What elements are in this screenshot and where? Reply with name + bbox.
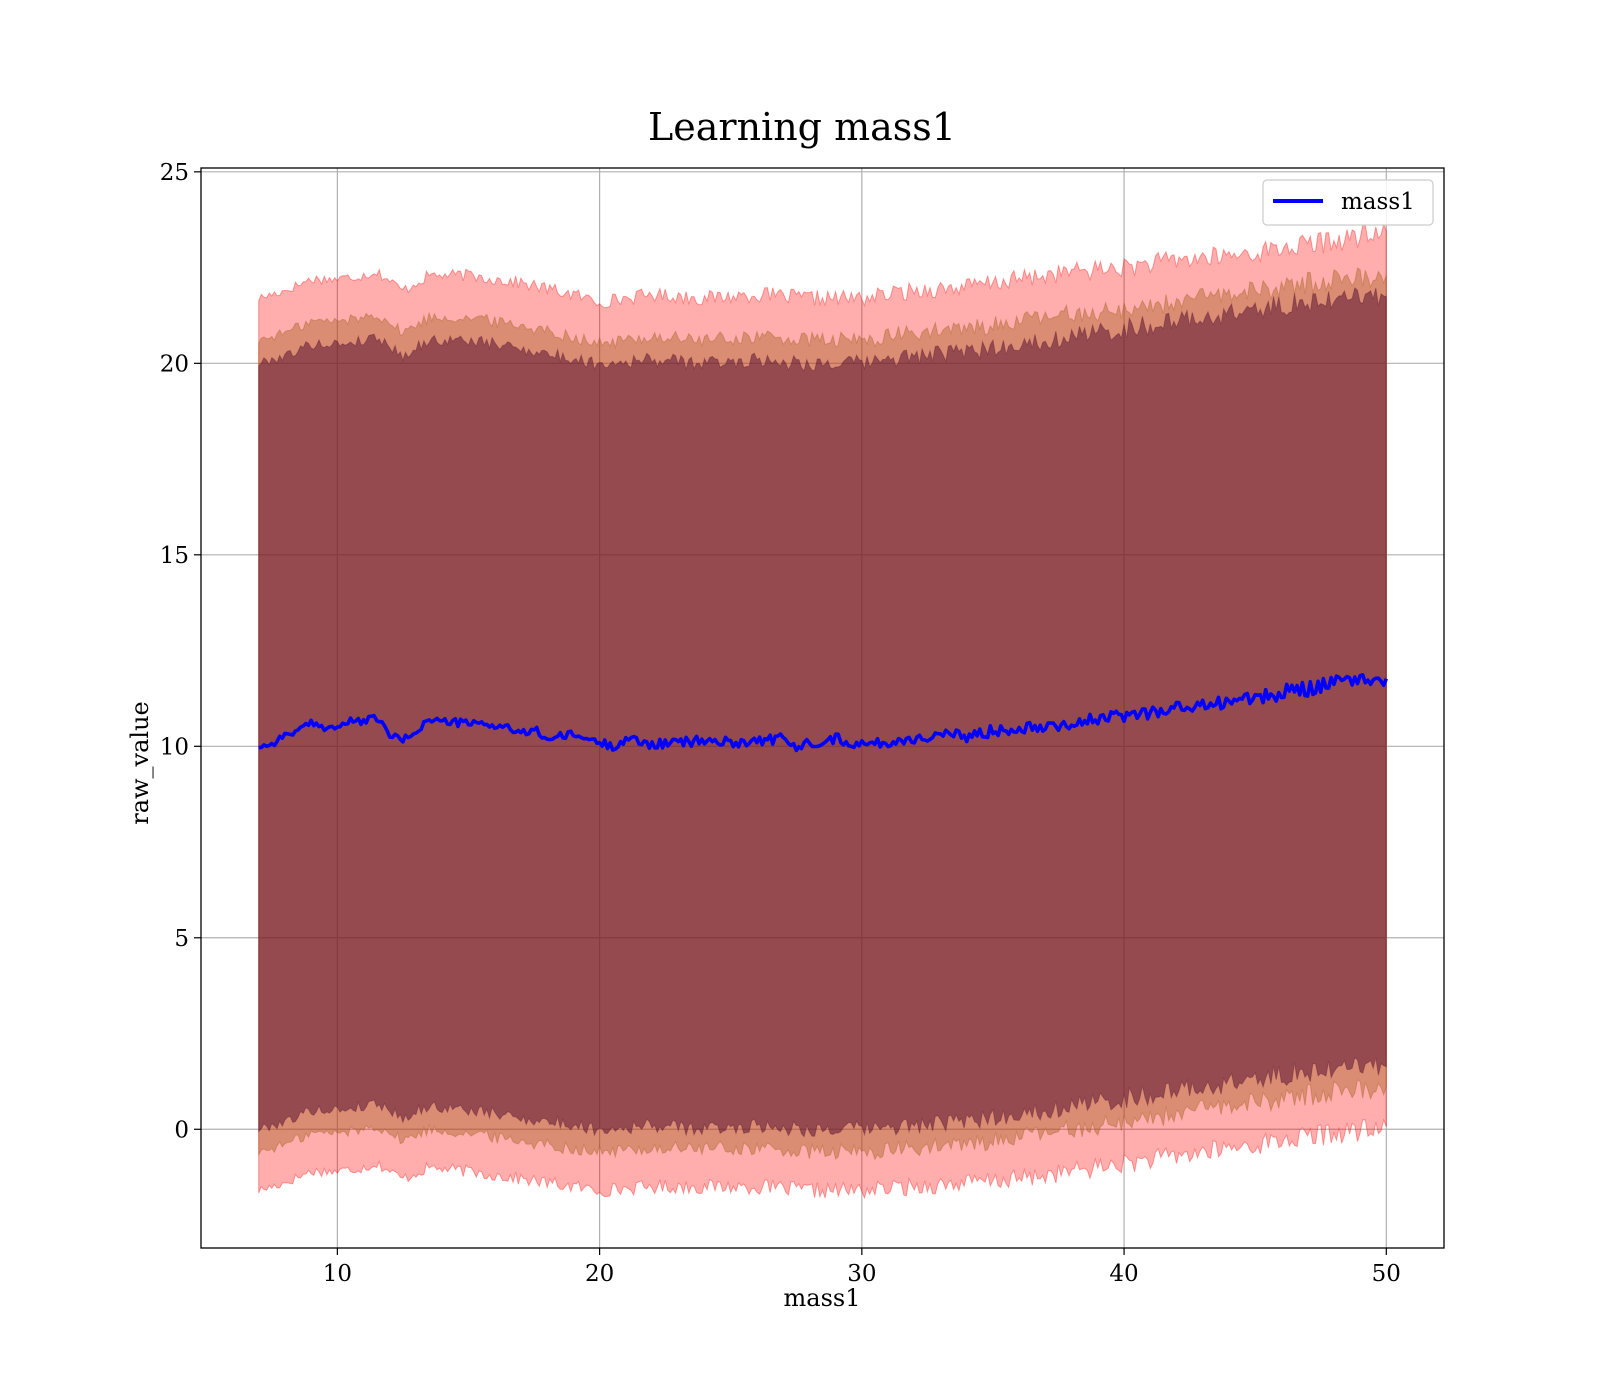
y-tick-label: 25: [160, 160, 189, 186]
x-tick-label: 30: [847, 1261, 876, 1287]
plot-area: [200, 167, 1445, 1249]
line-layer: [258, 673, 1388, 753]
legend-box: [1262, 179, 1434, 226]
y-tick-label: 5: [174, 926, 189, 952]
x-tick-label: 20: [585, 1261, 614, 1287]
legend: mass1: [1262, 179, 1434, 226]
y-axis-label: raw_value: [126, 701, 154, 825]
confidence-band-3: [258, 286, 1387, 1138]
x-tick-label: 40: [1109, 1261, 1138, 1287]
x-tick-label: 50: [1372, 1261, 1401, 1287]
x-axis-ticks: 10 20 30 40 50: [323, 1248, 1401, 1287]
legend-label: mass1: [1341, 189, 1415, 215]
series-line-mass1: [258, 673, 1388, 753]
y-tick-label: 15: [160, 543, 189, 569]
y-tick-label: 10: [160, 734, 189, 760]
x-axis-label: mass1: [784, 1284, 861, 1312]
band-layer: [258, 222, 1387, 1200]
y-axis-ticks: 0 5 10 15 20 25: [160, 160, 201, 1143]
x-tick-label: 10: [323, 1261, 352, 1287]
chart-title: Learning mass1: [648, 105, 956, 149]
y-tick-label: 0: [174, 1117, 189, 1143]
plot-frame: [200, 167, 1445, 1249]
y-tick-label: 20: [160, 351, 189, 377]
